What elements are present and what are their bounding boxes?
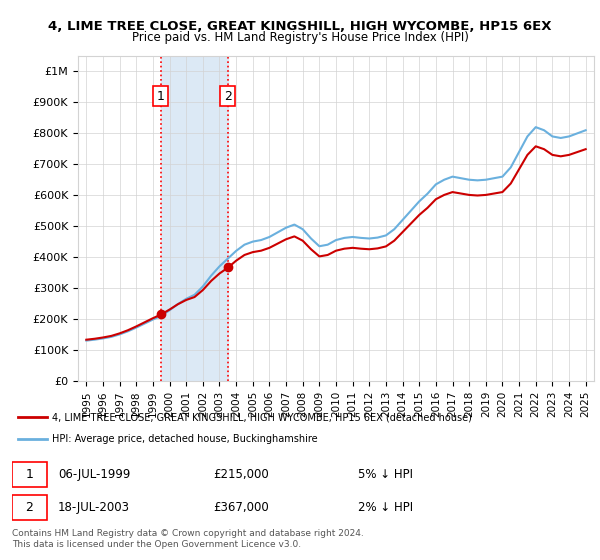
FancyBboxPatch shape — [12, 496, 47, 520]
FancyBboxPatch shape — [12, 462, 47, 487]
Text: 18-JUL-2003: 18-JUL-2003 — [58, 501, 130, 515]
Text: £367,000: £367,000 — [214, 501, 269, 515]
Text: Contains HM Land Registry data © Crown copyright and database right 2024.
This d: Contains HM Land Registry data © Crown c… — [12, 529, 364, 549]
Text: 06-JUL-1999: 06-JUL-1999 — [58, 468, 130, 481]
Text: £215,000: £215,000 — [214, 468, 269, 481]
Text: 5% ↓ HPI: 5% ↓ HPI — [358, 468, 413, 481]
Text: 4, LIME TREE CLOSE, GREAT KINGSHILL, HIGH WYCOMBE, HP15 6EX: 4, LIME TREE CLOSE, GREAT KINGSHILL, HIG… — [48, 20, 552, 32]
Bar — [161, 56, 229, 381]
Text: 2: 2 — [224, 90, 232, 102]
Text: 2% ↓ HPI: 2% ↓ HPI — [358, 501, 413, 515]
Text: 1: 1 — [157, 90, 164, 102]
Text: 2: 2 — [25, 501, 33, 515]
Text: 1: 1 — [25, 468, 33, 481]
Text: Price paid vs. HM Land Registry's House Price Index (HPI): Price paid vs. HM Land Registry's House … — [131, 31, 469, 44]
Text: 4, LIME TREE CLOSE, GREAT KINGSHILL, HIGH WYCOMBE, HP15 6EX (detached house): 4, LIME TREE CLOSE, GREAT KINGSHILL, HIG… — [52, 412, 472, 422]
Text: HPI: Average price, detached house, Buckinghamshire: HPI: Average price, detached house, Buck… — [52, 435, 318, 445]
